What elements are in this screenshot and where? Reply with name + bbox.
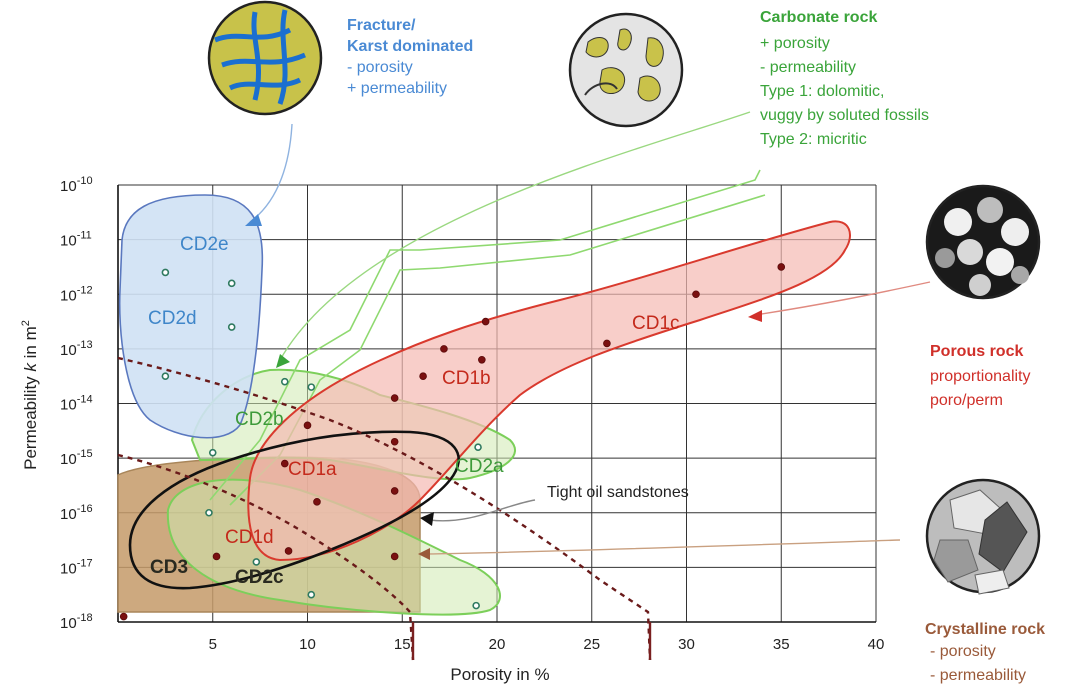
caption-carbonate: Carbonate rock + porosity - permeability… [760,9,929,148]
crystalline-rock-thumbnail-icon [925,478,1041,595]
data-point-cd1-18 [419,372,427,380]
caption-fracture-line-1: - porosity [347,59,413,76]
y-axis-label: Permeability k in m2 [20,320,40,470]
data-point-cd1-14 [692,290,700,299]
x-tick-label: 10 [299,636,316,653]
data-point-cd2-0 [161,268,170,277]
carbonate-rock-thumbnail-icon [568,12,684,128]
y-tick-label: 10-16 [60,503,93,523]
caption-fracture-title-2: Karst dominated [347,38,473,55]
y-tick-label: 10-13 [60,339,93,359]
data-points [119,263,786,621]
data-point-cd1-21 [390,437,399,446]
caption-crystalline-line-1: - porosity [930,643,996,660]
x-axis-label: Porosity in % [450,665,549,684]
caption-porous-line-1: proportionality [930,368,1031,385]
caption-porous-line-2: poro/perm [930,392,1003,409]
data-point-cd1-23 [390,487,399,495]
caption-carbonate-line-2: - permeability [760,59,856,76]
label-cd1d: CD1d [225,527,274,548]
caption-crystalline-title: Crystalline rock [925,621,1045,638]
y-tick-label: 10-15 [60,448,93,468]
data-point-cd1-13 [777,263,786,271]
fracture-rock-thumbnail-icon [207,0,323,116]
label-cd2a: CD2a [455,456,504,477]
data-point-cd1-15 [603,339,611,348]
caption-carbonate-line-5: Type 2: micritic [760,131,867,148]
data-point-cd2-8 [205,508,213,517]
dashed-boundaries [117,356,652,661]
x-tick-label: 35 [773,636,790,653]
y-tick-label: 10-18 [60,612,93,632]
tight-oil-outline [128,430,460,590]
label-cd1b: CD1b [442,368,491,389]
data-point-cd1-22 [280,459,289,468]
data-point-cd1-12 [481,317,490,326]
axis-ticks: 5 10 15 20 25 30 35 40 10-10 10-11 10-12 10-13 10-14… [60,175,884,653]
label-cd1a: CD1a [288,459,337,480]
y-tick-label: 10-12 [60,284,93,304]
x-tick-label: 40 [868,636,885,653]
caption-fracture: Fracture/ Karst dominated - porosity + p… [347,17,473,97]
data-point-cd1-16 [440,345,448,353]
data-point-cd2-3 [161,372,170,380]
label-cd2d: CD2d [148,308,197,329]
data-point-cd1-28 [119,612,128,621]
data-point-cd1-25 [212,552,221,561]
y-tick-label: 10-11 [60,230,92,250]
label-cd2c: CD2c [235,567,284,588]
label-cd2b: CD2b [235,409,284,430]
data-point-cd1-26 [284,547,293,555]
tight-oil-annotation: Tight oil sandstones [420,484,689,526]
y-tick-label: 10-17 [60,557,93,577]
x-tick-label: 30 [678,636,695,653]
caption-carbonate-line-4: vuggy by soluted fossils [760,107,929,124]
data-point-cd2-11 [472,601,480,610]
x-tick-label: 15 [394,636,411,653]
region-cd2de [118,194,264,439]
caption-carbonate-title: Carbonate rock [760,9,877,26]
caption-crystalline-line-2: - permeability [930,667,1026,684]
caption-pointers [245,111,931,560]
x-tick-label: 20 [489,636,506,653]
x-tick-label: 25 [583,636,600,653]
data-point-cd2-10 [307,590,316,599]
y-tick-label: 10-14 [60,394,93,414]
label-cd2e: CD2e [180,234,229,255]
x-tick-label: 5 [209,636,217,653]
region-labels: CD2e CD2d CD1c CD1b CD1a CD1d CD2b CD2a … [148,234,680,588]
data-point-cd1-17 [478,355,486,364]
label-cd1c: CD1c [632,313,680,334]
data-point-cd1-19 [303,421,312,430]
caption-carbonate-line-1: + porosity [760,35,830,52]
data-point-cd2-4 [280,377,289,386]
label-cd3: CD3 [150,557,188,578]
caption-fracture-line-2: + permeability [347,80,447,97]
region-cd1 [247,220,851,562]
y-tick-label: 10-10 [60,175,93,195]
caption-crystalline: Crystalline rock - porosity - permeabili… [925,621,1045,684]
data-point-cd1-20 [390,394,399,402]
data-point-cd1-24 [313,498,321,506]
data-point-cd2-7 [474,443,482,452]
data-point-cd2-2 [227,323,236,331]
data-point-cd2-6 [208,448,217,457]
data-point-cd2-1 [227,279,236,288]
caption-porous-title: Porous rock [930,343,1023,360]
caption-carbonate-line-3: Type 1: dolomitic, [760,83,885,100]
data-point-cd2-5 [307,383,316,391]
caption-porous: Porous rock proportionality poro/perm [930,343,1031,409]
tight-oil-label: Tight oil sandstones [547,484,689,501]
data-point-cd2-9 [252,558,261,566]
caption-fracture-title-1: Fracture/ [347,17,416,34]
data-point-cd1-27 [390,552,399,561]
porous-rock-thumbnail-icon [925,184,1041,300]
